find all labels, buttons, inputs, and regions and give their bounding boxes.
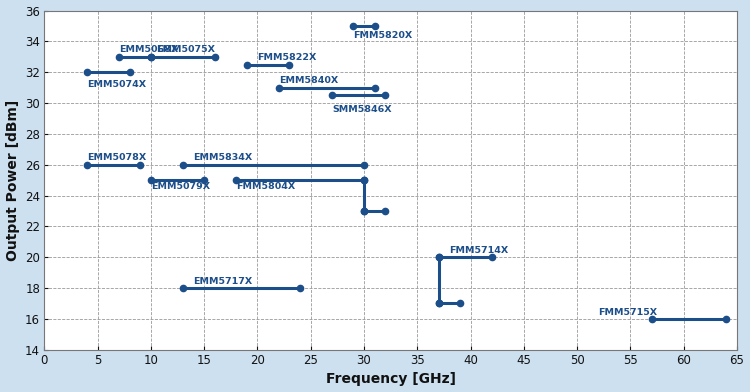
- Y-axis label: Output Power [dBm]: Output Power [dBm]: [5, 100, 20, 261]
- Text: EMM5075X: EMM5075X: [156, 45, 215, 54]
- Text: SMM5846X: SMM5846X: [332, 105, 392, 114]
- Text: FMM5822X: FMM5822X: [257, 53, 316, 62]
- Text: EMM5079X: EMM5079X: [151, 182, 210, 191]
- Text: EMM5078X: EMM5078X: [87, 153, 146, 162]
- Text: EMM5834X: EMM5834X: [194, 153, 253, 162]
- Text: EMM5068X: EMM5068X: [119, 45, 178, 54]
- Text: EMM5074X: EMM5074X: [87, 80, 146, 89]
- Text: FMM5804X: FMM5804X: [236, 182, 296, 191]
- X-axis label: Frequency [GHz]: Frequency [GHz]: [326, 372, 456, 387]
- Text: FMM5715X: FMM5715X: [598, 308, 658, 317]
- Text: EMM5717X: EMM5717X: [194, 277, 253, 286]
- Text: EMM5840X: EMM5840X: [279, 76, 338, 85]
- Text: FMM5714X: FMM5714X: [449, 246, 509, 255]
- Text: FMM5820X: FMM5820X: [353, 31, 413, 40]
